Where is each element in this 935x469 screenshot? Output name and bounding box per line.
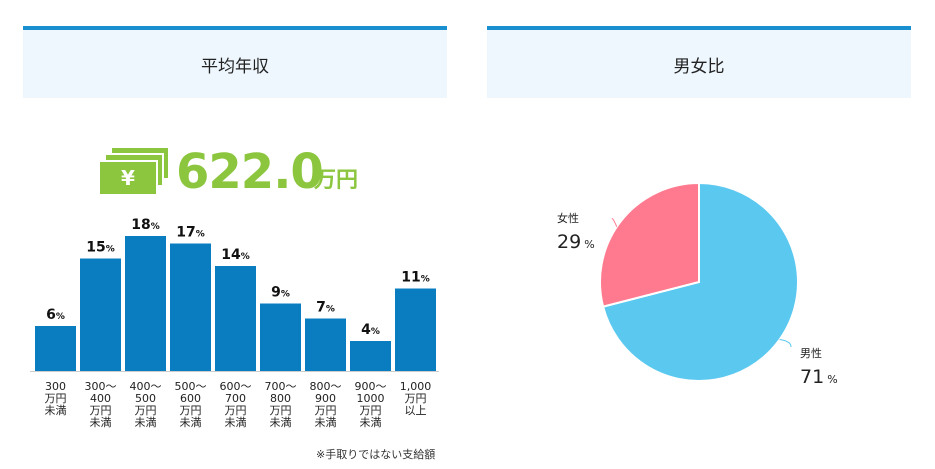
bar-category-label: 万円 (90, 404, 112, 417)
bar-category-label: 未満 (315, 416, 337, 429)
bar (215, 266, 256, 371)
bar-value-label: 17% (176, 225, 205, 241)
average-salary-title: 平均年収 (201, 56, 269, 77)
yen-bills-icon: ¥ (100, 148, 168, 194)
gender-ratio-title: 男女比 (673, 56, 725, 77)
pie-slice-value: 29% (557, 231, 595, 253)
bar-value-label: 15% (86, 240, 115, 256)
bar-category-label: 400〜 (130, 380, 162, 393)
bar-value-label: 11% (401, 270, 430, 286)
gender-ratio-header: 男女比 (487, 26, 911, 98)
bar-value-label: 14% (221, 247, 250, 263)
bar-category-label: 900 (315, 392, 336, 405)
bar-category-label: 未満 (360, 416, 382, 429)
bar-category-label: 万円 (360, 404, 382, 417)
bar-category-label: 500 (135, 392, 156, 405)
pie-slice-value: 71% (800, 366, 838, 388)
bar-category-label: 万円 (315, 404, 337, 417)
pie-leader-line (611, 218, 618, 227)
bar-value-label: 18% (131, 217, 160, 233)
bar-category-label: 万円 (405, 392, 427, 405)
bar (260, 303, 301, 371)
bar-category-label: 600 (180, 392, 201, 405)
bar-category-label: 800〜 (310, 380, 342, 393)
bar-category-label: 万円 (180, 404, 202, 417)
bar-category-label: 未満 (225, 416, 247, 429)
bar-category-label: 1000 (357, 392, 385, 405)
salary-footnote: ※手取りではない支給額 (316, 448, 436, 461)
bar-category-label: 1,000 (400, 380, 432, 393)
bar-category-label: 万円 (135, 404, 157, 417)
bar-category-label: 500〜 (175, 380, 207, 393)
pie-slice-label: 女性 (557, 211, 579, 225)
average-salary-header: 平均年収 (23, 26, 447, 98)
bar (125, 236, 166, 371)
bar-value-label: 6% (46, 307, 65, 323)
bar-category-label: 以上 (405, 404, 427, 417)
bar-category-label: 400 (90, 392, 111, 405)
bar-category-label: 未満 (45, 404, 67, 417)
bar-category-label: 300 (45, 380, 66, 393)
bar (80, 258, 121, 371)
svg-text:¥: ¥ (121, 166, 135, 190)
bar-category-label: 万円 (270, 404, 292, 417)
bar-category-label: 600〜 (220, 380, 252, 393)
bar-category-label: 万円 (225, 404, 247, 417)
bar-category-label: 未満 (90, 416, 112, 429)
average-salary-value: 622.0 (176, 144, 324, 200)
bar (350, 341, 391, 371)
bar-category-label: 800 (270, 392, 291, 405)
bar-category-label: 700 (225, 392, 246, 405)
bar (395, 288, 436, 371)
bar-category-label: 300〜 (85, 380, 117, 393)
bar (170, 243, 211, 371)
bar-category-label: 未満 (135, 416, 157, 429)
bar-value-label: 7% (316, 300, 335, 316)
bar-category-label: 900〜 (355, 380, 387, 393)
bar-value-label: 9% (271, 285, 290, 301)
bar-category-label: 700〜 (265, 380, 297, 393)
pie-slice (601, 181, 799, 382)
average-salary-unit: 万円 (314, 168, 359, 193)
bar-category-label: 未満 (180, 416, 202, 429)
bar-value-label: 4% (361, 322, 380, 338)
bar-category-label: 未満 (270, 416, 292, 429)
pie-leader-line (779, 339, 792, 348)
pie-slice (599, 181, 700, 308)
bar-category-label: 万円 (45, 392, 67, 405)
bar (35, 326, 76, 371)
pie-slice-label: 男性 (800, 346, 822, 360)
bar (305, 318, 346, 371)
